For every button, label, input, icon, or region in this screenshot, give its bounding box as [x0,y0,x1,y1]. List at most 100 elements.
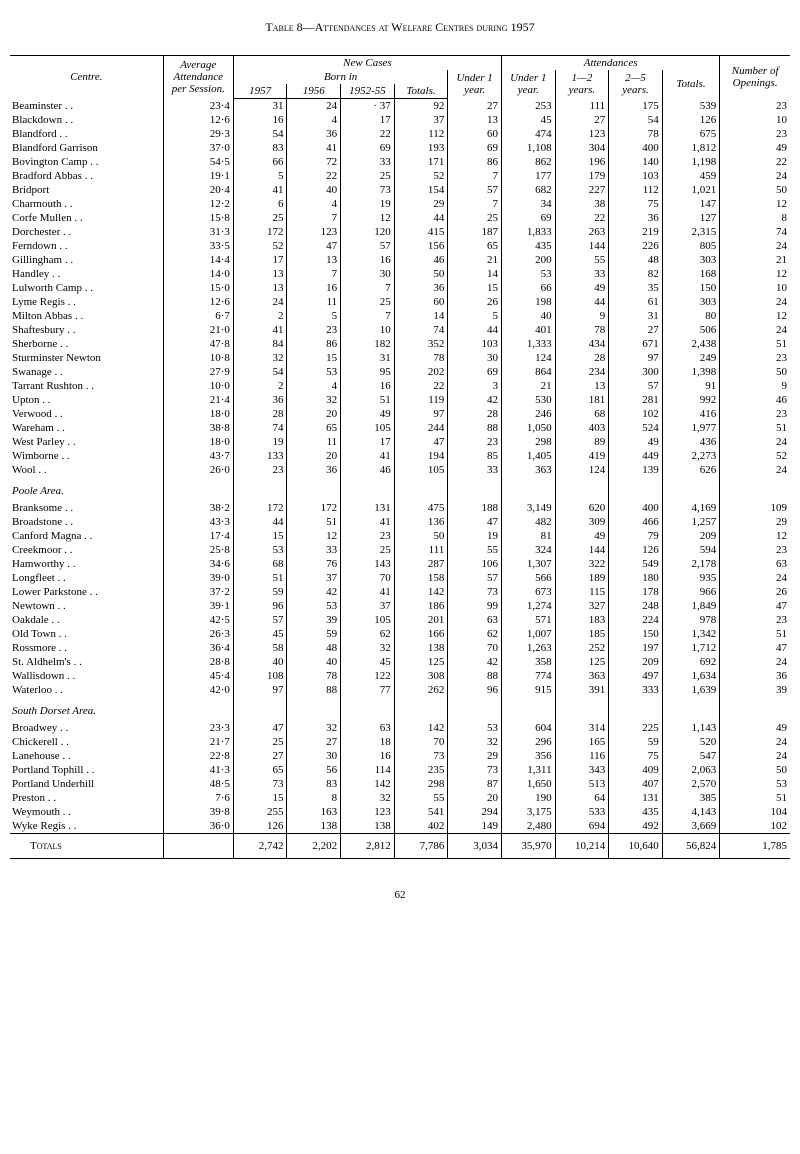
data-cell: 86 [448,155,502,169]
data-cell: 89 [555,435,609,449]
data-cell: 78 [609,127,663,141]
data-cell: 262 [394,683,448,697]
data-cell: 194 [394,449,448,463]
data-cell: 1,712 [662,641,719,655]
data-cell: 83 [233,141,287,155]
data-cell: 40 [233,655,287,669]
data-cell: 50 [720,365,790,379]
data-cell: 2,178 [662,557,719,571]
data-cell: 24 [720,463,790,477]
data-cell: 47 [720,641,790,655]
data-cell: 69 [448,365,502,379]
data-cell: 774 [501,669,555,683]
data-cell: 53 [287,365,341,379]
data-cell: 123 [287,225,341,239]
table-row: Upton21·43632511194253018128199246 [10,393,790,407]
centre-name: Preston [10,791,163,805]
data-cell: 309 [555,515,609,529]
data-cell: 41 [233,183,287,197]
data-cell: 51 [720,627,790,641]
data-cell: 966 [662,585,719,599]
data-cell: 76 [287,557,341,571]
data-cell: 72 [287,155,341,169]
data-cell: 29 [448,749,502,763]
data-cell: 51 [233,571,287,585]
totals-cell: 56,824 [662,834,719,859]
data-cell: 183 [555,613,609,627]
avg-cell: 23·4 [163,99,233,114]
table-row: Lulworth Camp15·013167361566493515010 [10,281,790,295]
table-row: Wimborne43·71332041194851,4054194492,273… [10,449,790,463]
centre-name: Lyme Regis [10,295,163,309]
data-cell: 28 [448,407,502,421]
table-row: Blandford Garrison37·0834169193691,10830… [10,141,790,155]
data-cell: 8 [720,211,790,225]
data-cell: 20 [448,791,502,805]
data-cell: 16 [341,749,395,763]
data-cell: 186 [394,599,448,613]
data-cell: 2,273 [662,449,719,463]
data-cell: 57 [233,613,287,627]
data-cell: 25 [341,169,395,183]
table-row: Charmouth12·2641929734387514712 [10,197,790,211]
data-cell: 102 [609,407,663,421]
data-cell: 343 [555,763,609,777]
data-cell: 180 [609,571,663,585]
data-cell: 314 [555,721,609,735]
data-cell: 105 [394,463,448,477]
data-cell: 530 [501,393,555,407]
centre-name: Charmouth [10,197,163,211]
data-cell: 2,570 [662,777,719,791]
centre-name: Portland Underhill [10,777,163,791]
data-cell: 363 [555,669,609,683]
data-cell: 16 [287,281,341,295]
data-cell: 11 [287,435,341,449]
centre-name: Upton [10,393,163,407]
data-cell: 30 [287,749,341,763]
data-cell: 7 [287,211,341,225]
centre-name: Gillingham [10,253,163,267]
data-cell: 96 [448,683,502,697]
data-cell: 54 [233,127,287,141]
data-cell: 15 [233,529,287,543]
data-cell: 27 [609,323,663,337]
data-cell: 11 [287,295,341,309]
avg-cell: 45·4 [163,669,233,683]
data-cell: 296 [501,735,555,749]
data-cell: 520 [662,735,719,749]
data-cell: 51 [720,337,790,351]
data-cell: 63 [720,557,790,571]
data-cell: 23 [720,543,790,557]
avg-cell: 10·0 [163,379,233,393]
data-cell: 9 [555,309,609,323]
data-cell: 227 [555,183,609,197]
data-cell: 862 [501,155,555,169]
data-cell: 449 [609,449,663,463]
data-cell: 36 [287,127,341,141]
data-cell: 144 [555,239,609,253]
data-cell: 324 [501,543,555,557]
data-cell: 13 [233,267,287,281]
data-cell: 196 [555,155,609,169]
data-cell: 22 [720,155,790,169]
data-cell: 298 [501,435,555,449]
data-cell: 209 [609,655,663,669]
avg-cell: 43·7 [163,449,233,463]
data-cell: 304 [555,141,609,155]
centre-name: Wallisdown [10,669,163,683]
data-cell: 62 [341,627,395,641]
data-cell: 459 [662,169,719,183]
totals-cell: 7,786 [394,834,448,859]
table-row: Blackdown12·616417371345275412610 [10,113,790,127]
data-cell: 30 [341,267,395,281]
data-cell: 7 [448,169,502,183]
data-cell: 547 [662,749,719,763]
avg-cell: 12·6 [163,113,233,127]
avg-cell: 37·0 [163,141,233,155]
data-cell: 49 [720,141,790,155]
data-cell: 21 [720,253,790,267]
data-cell: 168 [662,267,719,281]
data-cell: 1,333 [501,337,555,351]
data-cell: 53 [287,599,341,613]
centre-name: Blandford [10,127,163,141]
